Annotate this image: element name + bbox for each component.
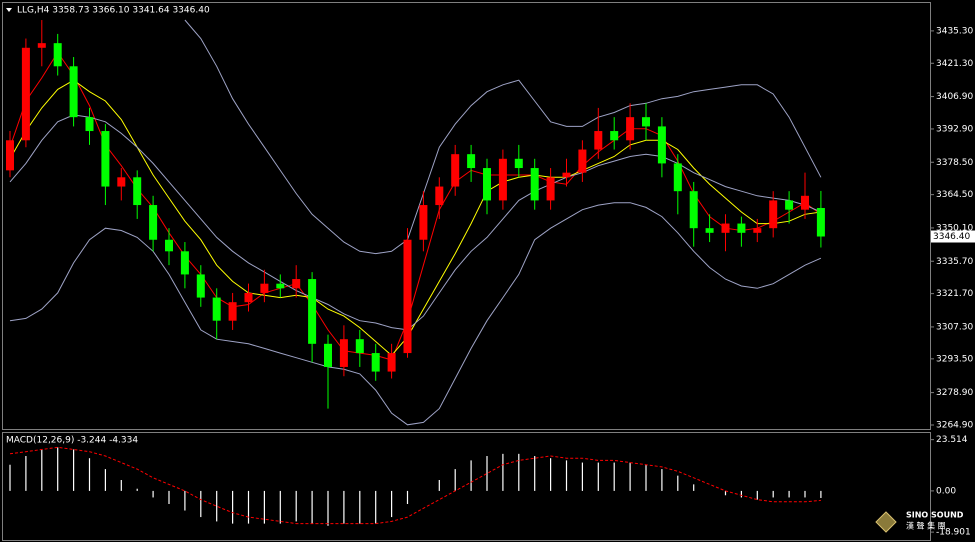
overlay-line bbox=[9, 51, 822, 361]
y-tick-label: 3392.90 bbox=[936, 124, 973, 134]
candle-body bbox=[276, 283, 285, 289]
candle-body bbox=[530, 168, 539, 201]
candle-body bbox=[514, 158, 523, 169]
chart-title: LLG,H4 3358.73 3366.10 3341.64 3346.40 bbox=[17, 6, 210, 16]
last-price-box bbox=[931, 230, 975, 243]
candle-body bbox=[483, 168, 491, 201]
price-panel-frame bbox=[2, 2, 931, 430]
candle-body bbox=[69, 66, 78, 118]
y-tick-label: 3421.30 bbox=[936, 59, 973, 69]
candle-body bbox=[467, 154, 476, 169]
candle-body bbox=[769, 200, 778, 229]
candle-body bbox=[753, 228, 762, 233]
candle-body bbox=[308, 279, 317, 344]
candle-body bbox=[165, 239, 173, 252]
signal-line bbox=[9, 446, 821, 525]
candle-body bbox=[228, 302, 237, 321]
candle-body bbox=[626, 117, 635, 141]
y-tick-label: 3335.70 bbox=[936, 257, 973, 267]
candle-body bbox=[101, 131, 110, 187]
candle-body bbox=[403, 239, 412, 354]
logo-subtitle: 漢 聲 集 團 bbox=[906, 521, 946, 531]
candle-body bbox=[610, 131, 619, 141]
candle-body bbox=[578, 149, 587, 173]
y-tick-label: 23.514 bbox=[936, 435, 968, 445]
price-plot bbox=[6, 19, 825, 426]
candle-body bbox=[689, 191, 698, 229]
candle-body bbox=[244, 292, 253, 303]
candle-body bbox=[387, 353, 396, 372]
y-tick-label: 3350.10 bbox=[936, 223, 973, 233]
candle-body bbox=[6, 140, 14, 171]
overlay-line bbox=[9, 202, 822, 426]
candle-body bbox=[117, 177, 126, 187]
candle-body bbox=[435, 186, 444, 206]
logo: SINO SOUND 漢 聲 集 團 bbox=[875, 511, 964, 533]
candle-body bbox=[816, 207, 825, 237]
y-tick-label: 3406.90 bbox=[936, 92, 973, 102]
candle-body bbox=[594, 131, 603, 150]
candle-body bbox=[785, 200, 794, 210]
candle-body bbox=[705, 228, 714, 233]
overlay-line bbox=[184, 19, 822, 255]
candle-body bbox=[562, 172, 571, 178]
candle-body bbox=[292, 279, 301, 289]
candle-body bbox=[260, 283, 269, 293]
macd-title: MACD(12,26,9) -3.244 -4.334 bbox=[6, 436, 138, 446]
candle-body bbox=[149, 205, 158, 240]
candle-body bbox=[133, 177, 142, 206]
y-tick-label: 3321.70 bbox=[936, 289, 973, 299]
price-axis: 3435.30 3421.30 3406.90 3392.90 3378.50 3364.… bbox=[930, 26, 975, 538]
candle-body bbox=[339, 339, 348, 367]
y-tick-label: 3378.50 bbox=[936, 158, 973, 168]
last-price-label: 3346.40 bbox=[933, 232, 970, 242]
candle-body bbox=[419, 205, 428, 240]
macd-panel-frame bbox=[2, 432, 931, 541]
candle-body bbox=[642, 117, 650, 127]
y-tick-label: 3307.30 bbox=[936, 322, 973, 332]
candle-body bbox=[737, 223, 746, 233]
candle-body bbox=[212, 297, 221, 321]
candle-body bbox=[21, 47, 30, 141]
candle-body bbox=[180, 251, 189, 275]
candle-body bbox=[546, 177, 555, 201]
y-tick-label: 3278.90 bbox=[936, 388, 973, 398]
candle-body bbox=[85, 117, 94, 132]
menu-arrow bbox=[6, 8, 12, 12]
candle-body bbox=[371, 353, 380, 372]
y-tick-label: 3293.50 bbox=[936, 354, 973, 364]
candle-body bbox=[657, 126, 666, 164]
candle-body bbox=[721, 223, 730, 233]
logo-icon bbox=[875, 511, 897, 533]
candle-body bbox=[53, 43, 62, 67]
candle-body bbox=[196, 274, 205, 298]
candle-body bbox=[37, 43, 46, 48]
candle-body bbox=[801, 195, 809, 210]
logo-name: SINO SOUND bbox=[906, 511, 964, 520]
candle-body bbox=[324, 343, 332, 367]
candle-body bbox=[673, 163, 682, 192]
candle-body bbox=[498, 158, 507, 201]
y-tick-label: 3364.50 bbox=[936, 190, 973, 200]
candle-body bbox=[451, 154, 460, 187]
y-tick-label: 0.00 bbox=[936, 486, 956, 496]
y-tick-label: -18.901 bbox=[936, 528, 971, 538]
macd-plot bbox=[9, 446, 822, 526]
candle-body bbox=[355, 339, 364, 354]
y-tick-label: 3435.30 bbox=[936, 26, 973, 36]
y-tick-label: 3264.90 bbox=[936, 420, 973, 430]
overlay-line bbox=[9, 114, 822, 331]
